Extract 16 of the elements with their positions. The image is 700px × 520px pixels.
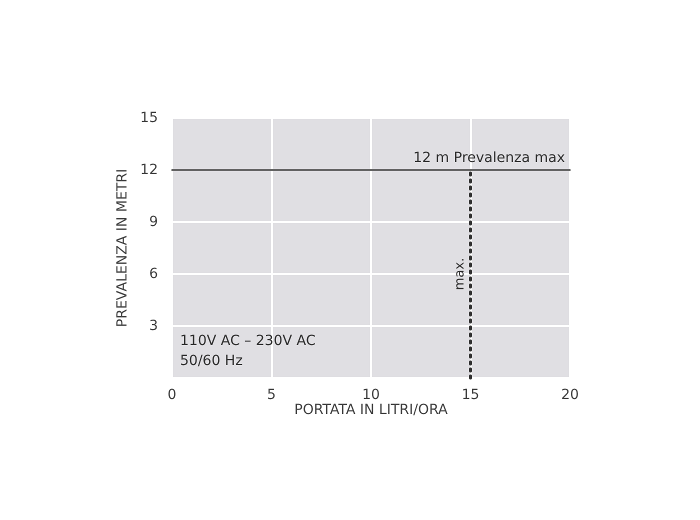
y-tick-label: 9 [149,214,158,230]
x-tick-label: 10 [362,387,380,403]
y-tick-label: 15 [140,110,158,126]
x-tick-label: 20 [561,387,579,403]
ref-line-label: 12 m Prevalenza max [413,150,565,166]
y-axis-title: PREVALENZA IN METRI [114,168,130,328]
x-axis-title: PORTATA IN LITRI/ORA [294,402,448,418]
ref-line-label: max. [452,258,468,290]
annotation: 50/60 Hz [180,353,243,369]
y-tick-label: 6 [149,266,158,282]
x-tick-label: 15 [462,387,480,403]
x-tick-label: 5 [267,387,276,403]
annotation: 110V AC – 230V AC [180,333,316,349]
x-tick-label: 0 [168,387,176,403]
y-tick-label: 12 [140,162,158,178]
y-tick-label: 3 [149,318,158,334]
